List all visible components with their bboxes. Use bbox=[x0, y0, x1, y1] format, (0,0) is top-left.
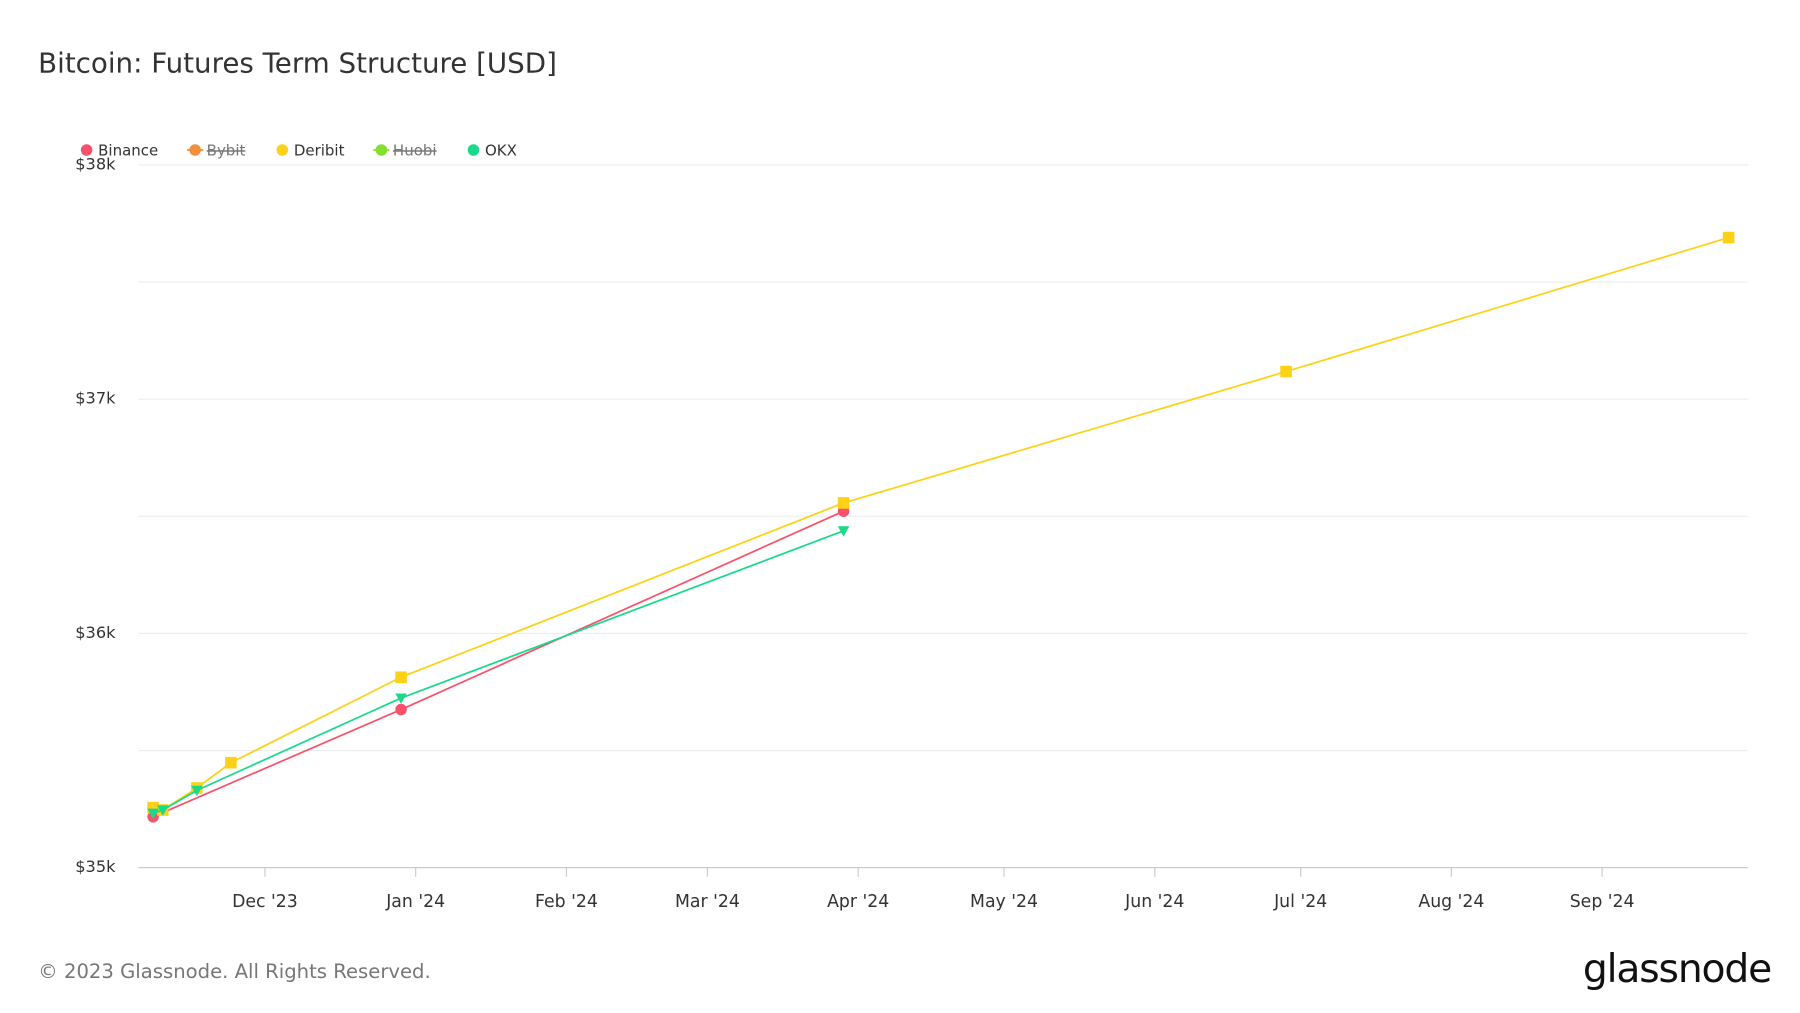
series-line bbox=[152, 236, 1729, 811]
x-tick-label: Jun '24 bbox=[1124, 892, 1184, 912]
legend-label[interactable]: Huobi bbox=[393, 142, 437, 160]
x-tick-label: Sep '24 bbox=[1570, 892, 1635, 912]
point bbox=[147, 801, 159, 814]
y-tick-label: $36k bbox=[75, 623, 116, 642]
legend-marker bbox=[467, 144, 480, 156]
legend-marker bbox=[276, 144, 289, 156]
point bbox=[837, 526, 850, 537]
x-tick-label: Aug '24 bbox=[1418, 892, 1484, 912]
point bbox=[1722, 231, 1735, 244]
x-tick-label: May '24 bbox=[970, 892, 1038, 912]
legend-label[interactable]: Binance bbox=[98, 142, 158, 160]
copyright: © 2023 Glassnode. All Rights Reserved. bbox=[38, 960, 431, 983]
y-tick-label: $38k bbox=[75, 154, 116, 173]
legend-label[interactable]: Bybit bbox=[207, 142, 246, 160]
x-tick-label: Jan '24 bbox=[385, 892, 445, 912]
legend-label[interactable]: OKX bbox=[485, 142, 517, 160]
series-line bbox=[152, 510, 844, 818]
legend-marker bbox=[80, 144, 93, 156]
x-tick-label: Feb '24 bbox=[535, 892, 598, 912]
point bbox=[395, 671, 407, 683]
series-line bbox=[152, 530, 844, 815]
point bbox=[1280, 365, 1292, 378]
point bbox=[191, 785, 203, 797]
x-tick-label: Jul '24 bbox=[1273, 892, 1327, 912]
y-tick-label: $35k bbox=[75, 857, 116, 876]
point bbox=[157, 805, 169, 816]
point bbox=[837, 497, 850, 509]
point bbox=[147, 808, 159, 820]
logo: glassnode bbox=[1583, 947, 1771, 992]
x-tick-label: Dec '23 bbox=[232, 892, 298, 912]
legend-label[interactable]: Deribit bbox=[294, 142, 345, 160]
y-tick-label: $37k bbox=[75, 389, 116, 408]
x-tick-label: Mar '24 bbox=[675, 892, 740, 912]
point bbox=[395, 693, 407, 704]
x-tick-label: Apr '24 bbox=[827, 892, 889, 912]
chart-title: Bitcoin: Futures Term Structure [USD] bbox=[38, 47, 557, 80]
point bbox=[395, 703, 407, 716]
point bbox=[225, 756, 237, 769]
